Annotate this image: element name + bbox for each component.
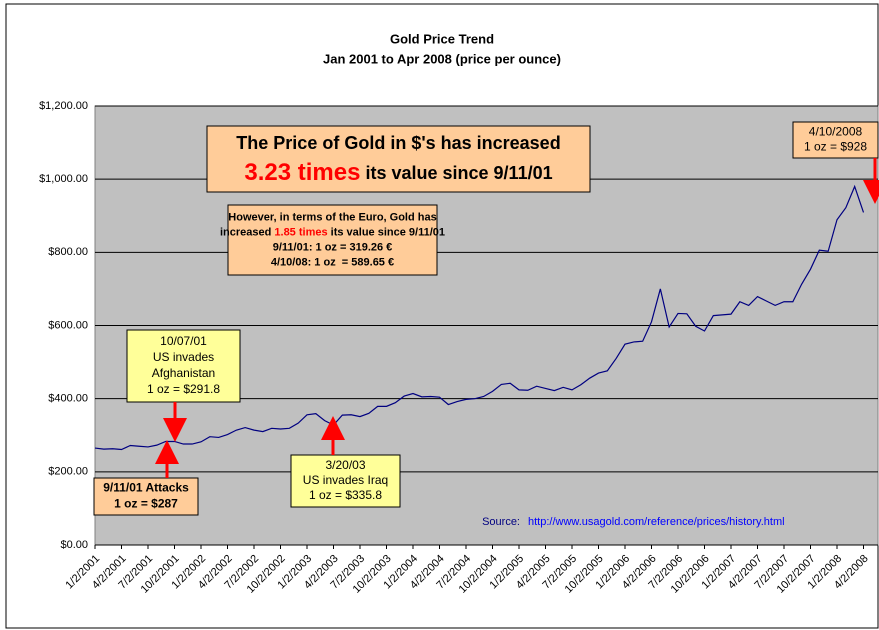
annotation-line: 1 oz = $335.8	[309, 488, 382, 502]
annotation-text: 1 oz = $928	[804, 140, 867, 154]
annotation-box	[290, 454, 401, 508]
price-line	[94, 184, 865, 451]
annotation-line: 1 oz = $928	[804, 140, 867, 154]
annotation-text: US invades Iraq	[303, 473, 388, 487]
y-tick-label: $600.00	[48, 319, 88, 331]
annotation-text: 10/07/01	[160, 334, 207, 348]
source-url: http://www.usagold.com/reference/prices/…	[528, 516, 785, 528]
annotation-text: 3/20/03	[325, 458, 365, 472]
annotation-box	[206, 125, 591, 193]
annotation-line: 3.23 times its value since 9/11/01	[244, 159, 552, 186]
annotation-line: 3/20/03	[325, 458, 365, 472]
annotation-box	[792, 121, 879, 159]
annotation-line: US invades	[153, 350, 214, 364]
annotation-text: 3.23 times	[244, 159, 360, 186]
annotation-text: US invades	[153, 350, 214, 364]
y-tick-label: $200.00	[48, 466, 88, 478]
annotation-box	[126, 329, 241, 403]
annotation-line: Afghanistan	[152, 366, 215, 380]
annotation-text: 9/11/01: 1 oz = 319.26 €	[273, 241, 393, 253]
annotation-text: its value since 9/11/01	[360, 163, 552, 183]
annotation-text: its value since 9/11/01	[328, 226, 445, 238]
source-label: Source:	[482, 516, 520, 528]
annotation-text: 4/10/2008	[809, 125, 863, 139]
annotation-box	[93, 477, 199, 516]
annotation-line: 9/11/01: 1 oz = 319.26 €	[273, 241, 393, 253]
annotation-text: 9/11/01 Attacks	[103, 481, 189, 495]
annotation-text: 1.85 times	[274, 226, 327, 238]
chart-subtitle: Jan 2001 to Apr 2008 (price per ounce)	[323, 51, 561, 66]
annotation-text: 1 oz = $291.8	[147, 382, 220, 396]
annotation-line: increased 1.85 times its value since 9/1…	[220, 226, 445, 238]
annotation-text: 4/10/08: 1 oz = 589.65 €	[271, 256, 394, 268]
annotation-line: 4/10/08: 1 oz = 589.65 €	[271, 256, 394, 268]
y-tick-label: $400.00	[48, 393, 88, 405]
y-tick-label: $1,000.00	[39, 173, 88, 185]
annotation-text: increased	[220, 226, 274, 238]
annotation-text: The Price of Gold in $'s has increased	[236, 133, 560, 153]
annotation-line: US invades Iraq	[303, 473, 388, 487]
y-tick-label: $800.00	[48, 246, 88, 258]
annotation-line: 1 oz = $287	[114, 497, 178, 511]
annotation-line: 1 oz = $291.8	[147, 382, 220, 396]
annotation-line: The Price of Gold in $'s has increased	[236, 133, 560, 153]
annotation-line: 10/07/01	[160, 334, 207, 348]
y-tick-label: $1,200.00	[39, 100, 88, 112]
annotation-text: Afghanistan	[152, 366, 215, 380]
annotation-line: However, in terms of the Euro, Gold has	[228, 211, 436, 223]
chart-title: Gold Price Trend	[390, 31, 494, 46]
annotation-text: 1 oz = $335.8	[309, 488, 382, 502]
annotation-line: 4/10/2008	[809, 125, 863, 139]
annotation-line: 9/11/01 Attacks	[103, 481, 189, 495]
annotation-box	[227, 204, 438, 276]
y-tick-label: $0.00	[60, 539, 88, 551]
annotation-text: 1 oz = $287	[114, 497, 178, 511]
annotation-text: However, in terms of the Euro, Gold has	[228, 211, 436, 223]
